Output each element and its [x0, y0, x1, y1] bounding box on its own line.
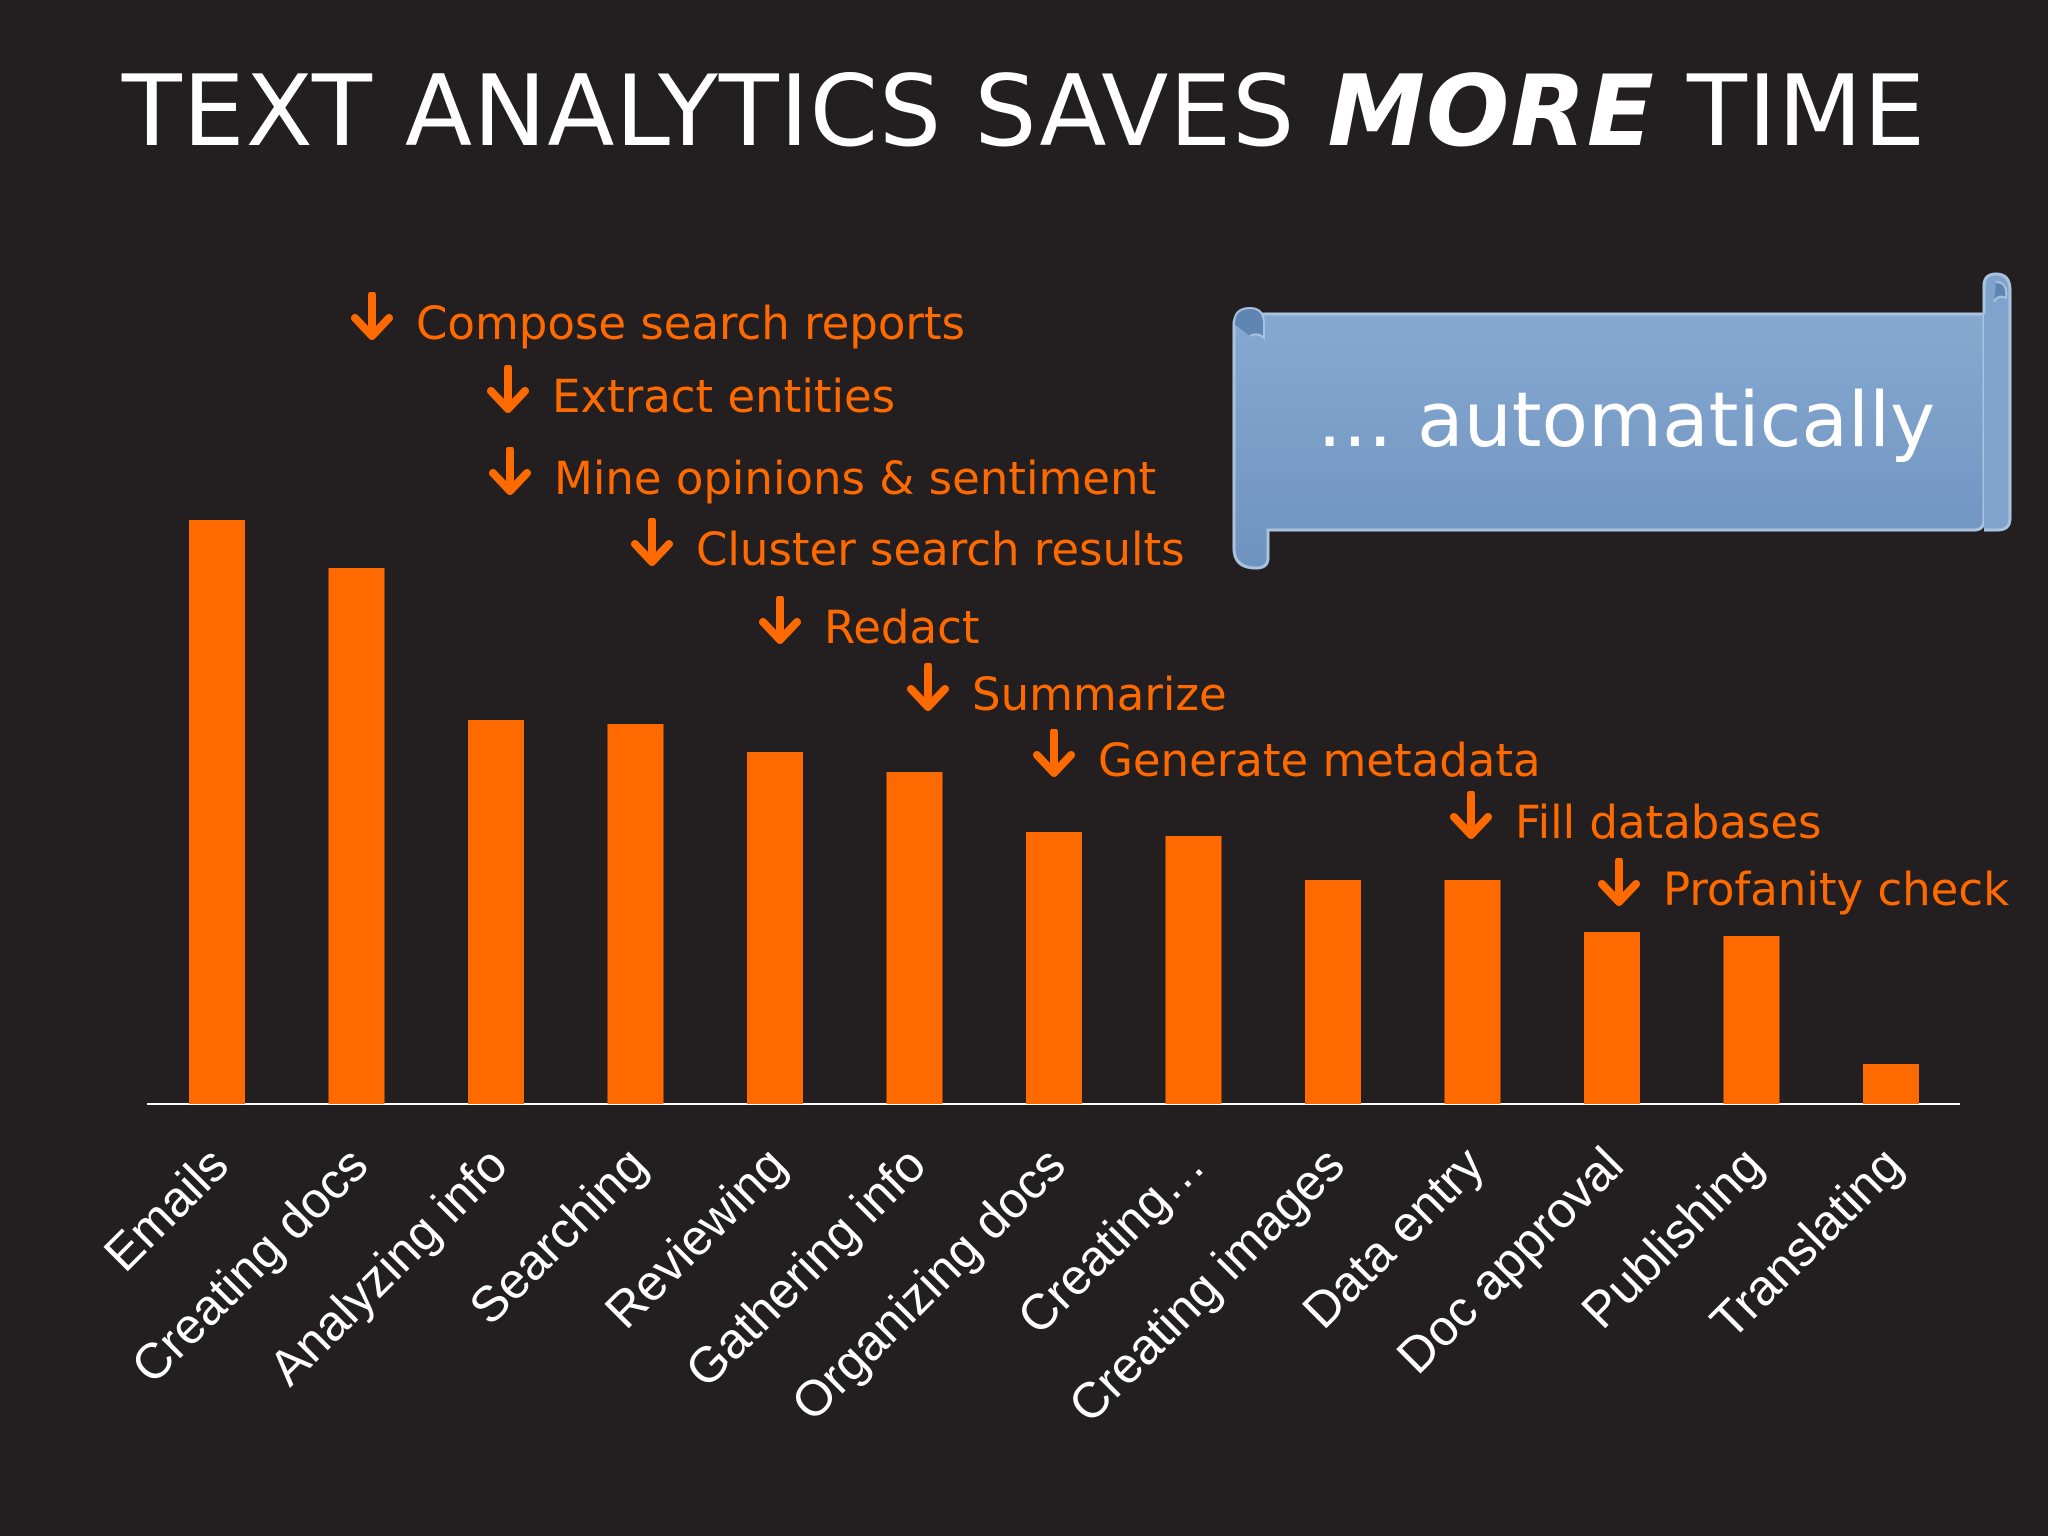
title-text-end: TIME: [1686, 55, 1927, 169]
annotation-5: Summarize: [906, 662, 1227, 726]
annotation-0: Compose search reports: [350, 291, 965, 355]
down-arrow-icon: [630, 517, 696, 581]
annotation-label: Generate metadata: [1098, 733, 1541, 787]
annotation-label: Compose search reports: [416, 296, 965, 350]
bar-6: [1026, 832, 1082, 1104]
bar-0: [189, 520, 245, 1104]
down-arrow-icon: [758, 595, 824, 659]
bar-5: [886, 772, 943, 1104]
annotation-2: Mine opinions & sentiment: [488, 446, 1157, 510]
x-tick-label-2: Analyzing info: [258, 1136, 518, 1396]
annotation-6: Generate metadata: [1032, 728, 1541, 792]
banner-text: … automatically: [1316, 375, 1936, 464]
x-tick-label-5: Gathering info: [675, 1136, 937, 1398]
annotation-7: Fill databases: [1449, 790, 1822, 854]
slide-title: TEXT ANALYTICS SAVES MORE TIME: [0, 52, 2048, 172]
annotation-label: Extract entities: [552, 369, 896, 423]
annotation-label: Mine opinions & sentiment: [554, 451, 1157, 505]
bar-2: [468, 720, 524, 1104]
down-arrow-icon: [1597, 857, 1663, 921]
bar-9: [1444, 880, 1501, 1104]
down-arrow-icon: [350, 291, 416, 355]
annotation-4: Redact: [758, 595, 980, 659]
annotation-label: Summarize: [972, 667, 1227, 721]
down-arrow-icon: [1032, 728, 1098, 792]
bar-8: [1305, 880, 1361, 1104]
annotation-label: Profanity check: [1663, 862, 2010, 916]
annotation-3: Cluster search results: [630, 517, 1185, 581]
annotation-label: Redact: [824, 600, 980, 654]
bar-10: [1584, 932, 1640, 1104]
bar-4: [747, 752, 803, 1104]
down-arrow-icon: [1449, 790, 1515, 854]
bar-7: [1165, 836, 1222, 1104]
title-emphasis: MORE: [1327, 55, 1655, 169]
bar-1: [328, 568, 385, 1104]
bar-12: [1863, 1064, 1919, 1104]
annotation-label: Cluster search results: [696, 522, 1185, 576]
down-arrow-icon: [906, 662, 972, 726]
annotation-label: Fill databases: [1515, 795, 1822, 849]
bar-11: [1723, 936, 1780, 1104]
down-arrow-icon: [488, 446, 554, 510]
annotation-1: Extract entities: [486, 364, 896, 428]
scroll-banner: [1232, 272, 2012, 570]
title-text: TEXT ANALYTICS SAVES: [121, 55, 1296, 169]
bar-3: [607, 724, 664, 1104]
down-arrow-icon: [486, 364, 552, 428]
annotation-8: Profanity check: [1597, 857, 2010, 921]
